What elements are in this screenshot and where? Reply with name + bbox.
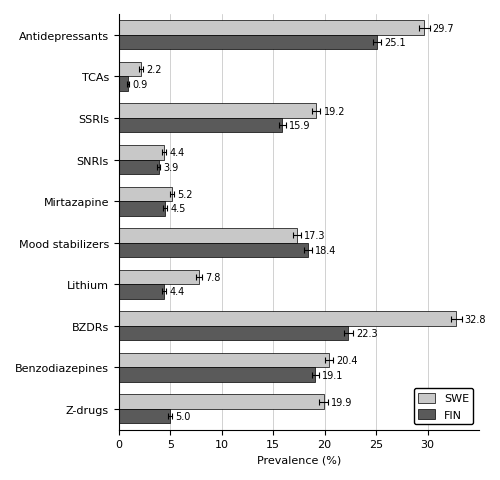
Text: 0.9: 0.9: [132, 80, 148, 89]
Bar: [118, 119, 282, 133]
Bar: [118, 285, 164, 299]
Bar: [118, 353, 328, 368]
Bar: [118, 368, 316, 382]
Bar: [118, 21, 424, 36]
Bar: [118, 409, 170, 424]
X-axis label: Prevalence (%): Prevalence (%): [256, 455, 341, 465]
Text: 4.4: 4.4: [169, 287, 184, 297]
Text: 17.3: 17.3: [304, 231, 326, 241]
Text: 4.4: 4.4: [169, 148, 184, 158]
Text: 3.9: 3.9: [164, 162, 178, 172]
Bar: [118, 228, 297, 243]
Bar: [118, 145, 164, 160]
Bar: [118, 160, 159, 175]
Text: 7.8: 7.8: [205, 272, 220, 282]
Text: 29.7: 29.7: [432, 24, 454, 34]
Text: 18.4: 18.4: [316, 245, 336, 255]
Legend: SWE, FIN: SWE, FIN: [414, 388, 474, 424]
Bar: [118, 270, 199, 285]
Bar: [118, 36, 377, 50]
Bar: [118, 77, 128, 92]
Bar: [118, 326, 348, 341]
Text: 20.4: 20.4: [336, 355, 357, 365]
Text: 5.2: 5.2: [178, 190, 193, 199]
Text: 4.5: 4.5: [170, 204, 186, 214]
Text: 2.2: 2.2: [146, 65, 162, 75]
Text: 22.3: 22.3: [356, 328, 378, 338]
Text: 15.9: 15.9: [289, 121, 310, 131]
Text: 19.9: 19.9: [331, 397, 352, 407]
Text: 19.1: 19.1: [322, 370, 344, 380]
Bar: [118, 104, 316, 119]
Bar: [118, 243, 308, 258]
Bar: [118, 63, 142, 77]
Bar: [118, 202, 165, 216]
Text: 25.1: 25.1: [384, 38, 406, 48]
Text: 32.8: 32.8: [464, 314, 486, 324]
Bar: [118, 395, 324, 409]
Text: 5.0: 5.0: [176, 411, 190, 421]
Bar: [118, 312, 456, 326]
Bar: [118, 187, 172, 202]
Text: 19.2: 19.2: [324, 107, 345, 117]
